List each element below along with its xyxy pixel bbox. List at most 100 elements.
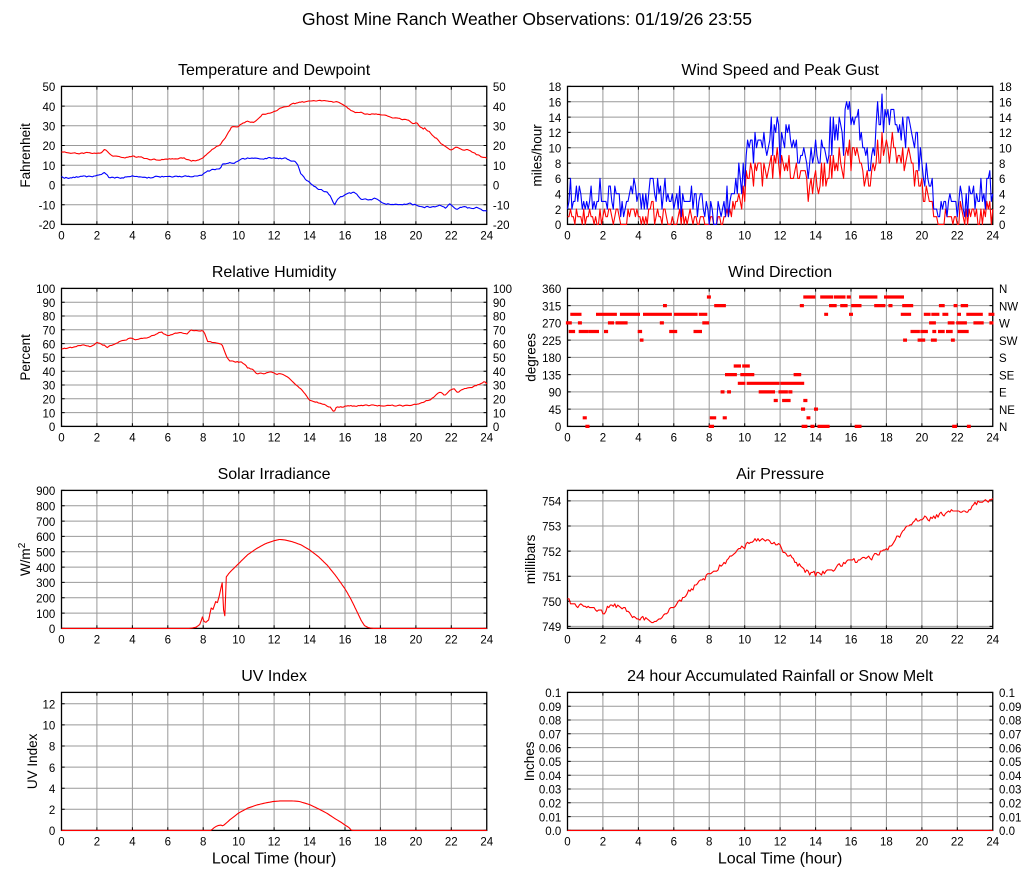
svg-text:22: 22 bbox=[951, 230, 964, 242]
svg-text:SE: SE bbox=[999, 370, 1015, 382]
svg-text:12: 12 bbox=[774, 432, 787, 444]
svg-text:12: 12 bbox=[549, 128, 562, 140]
svg-text:-20: -20 bbox=[493, 220, 510, 232]
svg-text:315: 315 bbox=[542, 301, 561, 313]
svg-text:20: 20 bbox=[410, 634, 423, 646]
svg-text:500: 500 bbox=[36, 547, 55, 559]
svg-text:300: 300 bbox=[36, 578, 55, 590]
svg-text:16: 16 bbox=[549, 97, 562, 109]
svg-text:18: 18 bbox=[880, 634, 893, 646]
svg-text:24: 24 bbox=[986, 634, 999, 646]
svg-text:6: 6 bbox=[671, 230, 677, 242]
svg-text:80: 80 bbox=[493, 312, 506, 324]
svg-text:10: 10 bbox=[493, 161, 506, 173]
svg-text:12: 12 bbox=[268, 432, 281, 444]
svg-text:0.06: 0.06 bbox=[539, 743, 561, 755]
svg-text:0.09: 0.09 bbox=[539, 702, 561, 714]
svg-text:0.05: 0.05 bbox=[999, 757, 1021, 769]
svg-text:12: 12 bbox=[43, 700, 56, 712]
svg-text:90: 90 bbox=[493, 298, 506, 310]
svg-text:30: 30 bbox=[493, 122, 506, 134]
svg-text:0.06: 0.06 bbox=[999, 743, 1021, 755]
svg-text:0.08: 0.08 bbox=[999, 716, 1021, 728]
svg-text:900: 900 bbox=[36, 486, 55, 498]
svg-text:0.05: 0.05 bbox=[539, 757, 561, 769]
svg-text:70: 70 bbox=[43, 326, 56, 338]
svg-text:0: 0 bbox=[555, 422, 561, 434]
svg-text:18: 18 bbox=[374, 230, 387, 242]
svg-text:N: N bbox=[999, 284, 1007, 296]
svg-text:Inches: Inches bbox=[522, 741, 537, 781]
svg-text:8: 8 bbox=[200, 836, 206, 848]
svg-text:20: 20 bbox=[916, 836, 929, 848]
svg-text:0: 0 bbox=[555, 220, 561, 232]
svg-text:14: 14 bbox=[303, 432, 316, 444]
svg-text:100: 100 bbox=[36, 284, 55, 296]
svg-text:UV Index: UV Index bbox=[241, 668, 307, 685]
svg-text:2: 2 bbox=[94, 432, 100, 444]
svg-text:0.1: 0.1 bbox=[999, 688, 1015, 700]
svg-text:6: 6 bbox=[671, 836, 677, 848]
svg-text:0.09: 0.09 bbox=[999, 702, 1021, 714]
svg-text:0.04: 0.04 bbox=[539, 771, 562, 783]
svg-text:10: 10 bbox=[999, 143, 1012, 155]
svg-text:N: N bbox=[999, 422, 1007, 434]
svg-text:18: 18 bbox=[880, 230, 893, 242]
svg-text:20: 20 bbox=[410, 230, 423, 242]
svg-text:8: 8 bbox=[49, 742, 55, 754]
svg-text:14: 14 bbox=[809, 230, 822, 242]
svg-text:20: 20 bbox=[410, 836, 423, 848]
svg-text:degrees: degrees bbox=[524, 333, 539, 382]
svg-text:10: 10 bbox=[738, 432, 751, 444]
svg-text:14: 14 bbox=[809, 432, 822, 444]
svg-text:8: 8 bbox=[200, 432, 206, 444]
svg-text:4: 4 bbox=[129, 432, 136, 444]
svg-text:2: 2 bbox=[94, 230, 100, 242]
svg-text:14: 14 bbox=[999, 113, 1012, 125]
svg-text:Air Pressure: Air Pressure bbox=[736, 466, 824, 483]
svg-text:6: 6 bbox=[555, 174, 561, 186]
svg-text:6: 6 bbox=[49, 763, 55, 775]
svg-text:0: 0 bbox=[58, 634, 64, 646]
svg-text:50: 50 bbox=[43, 82, 56, 94]
svg-text:750: 750 bbox=[542, 597, 561, 609]
svg-text:60: 60 bbox=[493, 339, 506, 351]
svg-text:20: 20 bbox=[916, 230, 929, 242]
svg-text:14: 14 bbox=[303, 230, 316, 242]
svg-text:Relative Humidity: Relative Humidity bbox=[212, 264, 336, 281]
svg-text:16: 16 bbox=[339, 432, 352, 444]
svg-text:2: 2 bbox=[600, 634, 606, 646]
svg-text:20: 20 bbox=[493, 395, 506, 407]
svg-text:50: 50 bbox=[493, 82, 506, 94]
svg-text:135: 135 bbox=[542, 370, 561, 382]
svg-text:6: 6 bbox=[671, 432, 677, 444]
svg-text:2: 2 bbox=[999, 205, 1005, 217]
svg-text:30: 30 bbox=[493, 381, 506, 393]
svg-text:-10: -10 bbox=[39, 200, 56, 212]
svg-text:10: 10 bbox=[738, 230, 751, 242]
svg-text:miles/hour: miles/hour bbox=[530, 124, 545, 187]
svg-text:14: 14 bbox=[809, 634, 822, 646]
svg-text:8: 8 bbox=[706, 230, 712, 242]
svg-text:Local Time (hour): Local Time (hour) bbox=[212, 851, 337, 868]
svg-text:70: 70 bbox=[493, 326, 506, 338]
svg-text:18: 18 bbox=[374, 634, 387, 646]
svg-text:6: 6 bbox=[671, 634, 677, 646]
svg-text:40: 40 bbox=[43, 367, 56, 379]
svg-text:millibars: millibars bbox=[523, 534, 538, 584]
svg-text:754: 754 bbox=[542, 497, 562, 509]
svg-text:14: 14 bbox=[809, 836, 822, 848]
svg-text:270: 270 bbox=[542, 319, 561, 331]
svg-text:2: 2 bbox=[600, 432, 606, 444]
svg-text:200: 200 bbox=[36, 593, 55, 605]
svg-text:0.08: 0.08 bbox=[539, 716, 561, 728]
svg-text:0: 0 bbox=[564, 432, 570, 444]
svg-text:12: 12 bbox=[999, 128, 1012, 140]
svg-text:6: 6 bbox=[165, 836, 171, 848]
svg-text:12: 12 bbox=[774, 230, 787, 242]
svg-text:Ghost Mine Ranch Weather Obser: Ghost Mine Ranch Weather Observations: 0… bbox=[302, 9, 752, 29]
svg-text:10: 10 bbox=[493, 408, 506, 420]
svg-text:-10: -10 bbox=[493, 200, 510, 212]
svg-text:22: 22 bbox=[445, 634, 458, 646]
svg-text:12: 12 bbox=[774, 836, 787, 848]
